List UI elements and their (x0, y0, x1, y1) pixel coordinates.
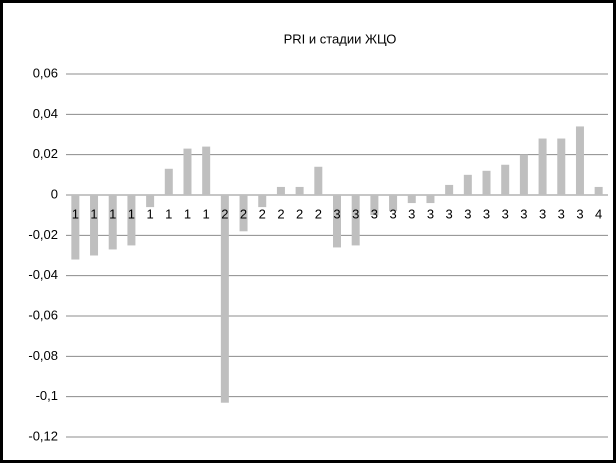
bar (482, 170, 491, 195)
x-tick-label: 2 (259, 206, 266, 221)
y-tick-label: 0,02 (33, 146, 58, 161)
bar (501, 164, 510, 195)
y-tick-label: -0,12 (28, 428, 58, 443)
bar (146, 195, 155, 208)
bar (445, 184, 454, 195)
bar (220, 195, 229, 403)
y-tick-label: -0,08 (28, 348, 58, 363)
x-tick-label: 3 (446, 206, 453, 221)
x-tick-label: 1 (128, 206, 135, 221)
x-tick-label: 2 (315, 206, 322, 221)
x-tick-label: 3 (502, 206, 509, 221)
y-tick-label: 0 (51, 186, 58, 201)
x-tick-label: 3 (539, 206, 546, 221)
x-tick-label: 3 (408, 206, 415, 221)
y-tick-label: -0,04 (28, 267, 58, 282)
x-tick-label: 3 (464, 206, 471, 221)
x-tick-label: 3 (558, 206, 565, 221)
bar (575, 126, 584, 195)
bar (519, 154, 528, 195)
x-tick-label: 1 (203, 206, 210, 221)
x-tick-label: 3 (389, 206, 396, 221)
x-tick-label: 3 (333, 206, 340, 221)
y-tick-label: 0,06 (33, 65, 58, 80)
x-tick-label: 1 (146, 206, 153, 221)
bar (407, 195, 416, 204)
x-tick-label: 4 (595, 206, 602, 221)
bar (202, 146, 211, 195)
y-tick-label: 0,04 (33, 106, 58, 121)
x-tick-label: 3 (352, 206, 359, 221)
x-tick-label: 1 (165, 206, 172, 221)
bar (538, 138, 547, 195)
x-tick-label: 3 (371, 206, 378, 221)
x-tick-label: 1 (90, 206, 97, 221)
bar (426, 195, 435, 204)
y-tick-label: -0,06 (28, 307, 58, 322)
x-tick-label: 1 (109, 206, 116, 221)
x-tick-label: 3 (427, 206, 434, 221)
bar (258, 195, 267, 208)
bar (276, 186, 285, 195)
bar (127, 195, 136, 246)
x-tick-label: 3 (483, 206, 490, 221)
bar (164, 168, 173, 195)
bar (108, 195, 117, 250)
x-tick-label: 1 (72, 206, 79, 221)
bar (557, 138, 566, 195)
bar (295, 186, 304, 195)
bar (370, 195, 379, 216)
bar (333, 195, 341, 248)
bar (314, 166, 323, 195)
bar (183, 148, 192, 195)
bar (90, 195, 99, 256)
x-tick-label: 2 (277, 206, 284, 221)
chart-title: PRI и стадии ЖЦО (284, 31, 397, 46)
x-tick-label: 1 (184, 206, 191, 221)
bar (389, 195, 398, 212)
bar (594, 186, 603, 195)
y-tick-label: -0,1 (36, 388, 58, 403)
x-tick-label: 2 (296, 206, 303, 221)
bar (351, 195, 360, 246)
bar (463, 174, 472, 195)
y-tick-label: -0,02 (28, 227, 58, 242)
x-tick-label: 3 (576, 206, 583, 221)
x-tick-label: 2 (240, 206, 247, 221)
x-tick-label: 2 (221, 206, 228, 221)
bar (239, 195, 248, 232)
bar (71, 195, 80, 260)
x-tick-label: 3 (520, 206, 527, 221)
